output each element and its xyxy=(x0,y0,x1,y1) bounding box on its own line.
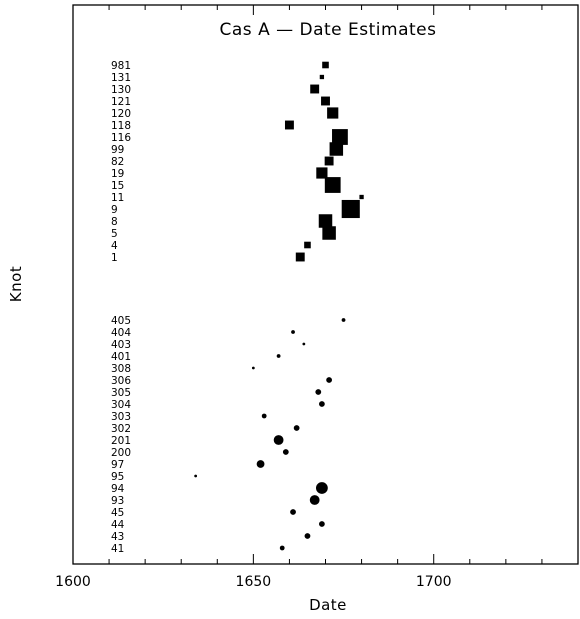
knot-label: 405 xyxy=(111,315,131,327)
y-axis-label: Knot xyxy=(7,266,25,302)
knot-label: 304 xyxy=(111,399,131,411)
knot-label: 120 xyxy=(111,108,131,120)
knot-label: 99 xyxy=(111,144,124,156)
knot-label: 130 xyxy=(111,84,131,96)
data-point-circle xyxy=(256,460,265,468)
data-point-square xyxy=(295,252,305,262)
data-point-square xyxy=(304,241,311,249)
data-point-circle xyxy=(318,521,325,527)
x-tick-label: 1650 xyxy=(236,574,272,590)
knot-label: 201 xyxy=(111,435,131,447)
data-point-square xyxy=(318,214,333,228)
data-point-square xyxy=(321,96,330,106)
knot-label: 5 xyxy=(111,228,118,240)
knot-label: 302 xyxy=(111,423,131,435)
knot-label: 1 xyxy=(111,252,118,264)
knot-label: 4 xyxy=(111,240,118,252)
data-point-circle xyxy=(251,366,255,370)
data-point-circle xyxy=(279,545,285,551)
data-point-square xyxy=(332,129,348,145)
knot-label: 308 xyxy=(111,363,131,375)
knot-label: 404 xyxy=(111,327,131,339)
knot-label: 94 xyxy=(111,483,125,495)
knot-label: 82 xyxy=(111,156,124,168)
knot-label: 45 xyxy=(111,507,124,519)
data-point-circle xyxy=(282,449,289,455)
data-point-square xyxy=(322,61,329,69)
knot-labels: 9811311301211201181169982191511985414054… xyxy=(111,60,131,555)
knot-label: 19 xyxy=(111,168,124,180)
knot-label: 43 xyxy=(111,531,124,543)
x-axis-label: Date xyxy=(309,596,347,614)
knot-label: 41 xyxy=(111,543,124,555)
data-point-circle xyxy=(261,413,267,419)
data-point-circle xyxy=(315,482,328,494)
knot-label: 15 xyxy=(111,180,124,192)
data-point-square xyxy=(284,120,294,130)
data-point-square xyxy=(324,156,334,166)
data-point-circle xyxy=(273,435,284,445)
knot-label: 95 xyxy=(111,471,124,483)
data-point-square xyxy=(327,107,339,119)
knot-label: 8 xyxy=(111,216,118,228)
knot-label: 401 xyxy=(111,351,131,363)
data-point-square xyxy=(329,142,344,156)
data-point-circle xyxy=(309,495,320,505)
knot-label: 116 xyxy=(111,132,131,144)
data-point-square xyxy=(319,74,325,80)
x-ticks: 1600 1650 1700 xyxy=(55,5,579,590)
data-point-circle xyxy=(194,474,198,478)
data-point-circle xyxy=(318,401,325,407)
knot-label: 44 xyxy=(111,519,125,531)
knot-label: 131 xyxy=(111,72,131,84)
data-point-circle xyxy=(315,389,322,395)
data-point-square xyxy=(310,84,320,94)
knot-label: 11 xyxy=(111,192,124,204)
data-point-circle xyxy=(341,318,346,322)
plot-area xyxy=(72,4,579,565)
data-point-square xyxy=(359,194,364,200)
data-point-circle xyxy=(276,354,281,358)
data-point-circle xyxy=(302,342,306,346)
knot-label: 121 xyxy=(111,96,131,108)
data-point-circle xyxy=(291,330,295,334)
knot-label: 305 xyxy=(111,387,131,399)
knot-label: 403 xyxy=(111,339,131,351)
knot-label: 303 xyxy=(111,411,131,423)
markers xyxy=(194,61,364,551)
knot-label: 981 xyxy=(111,60,131,72)
data-point-circle xyxy=(304,533,311,539)
x-tick-label: 1600 xyxy=(55,574,91,590)
knot-label: 306 xyxy=(111,375,131,387)
x-tick-label: 1700 xyxy=(416,574,452,590)
knot-label: 9 xyxy=(111,204,118,216)
chart-title: Cas A — Date Estimates xyxy=(220,20,437,40)
data-point-circle xyxy=(290,509,296,515)
knot-label: 200 xyxy=(111,447,131,459)
knot-label: 93 xyxy=(111,495,124,507)
data-point-square xyxy=(324,177,341,193)
data-point-circle xyxy=(326,377,333,383)
data-point-square xyxy=(316,167,328,179)
data-point-square xyxy=(341,199,360,219)
knot-label: 97 xyxy=(111,459,124,471)
knot-label: 118 xyxy=(111,120,131,132)
data-point-square xyxy=(322,226,336,240)
data-point-circle xyxy=(293,425,300,431)
